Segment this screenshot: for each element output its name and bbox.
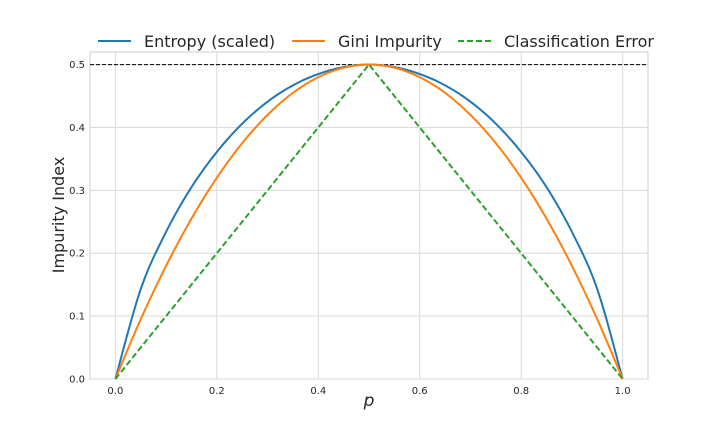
plot-area <box>89 51 649 380</box>
y-tick-label: 0.1 <box>69 312 85 323</box>
x-tick-label: 0.0 <box>107 386 123 397</box>
grid-lines <box>90 52 648 380</box>
x-tick-label: 0.8 <box>513 386 529 397</box>
x-tick-label: 0.6 <box>412 386 428 397</box>
x-tick-label: 0.4 <box>310 386 326 397</box>
x-tick-label: 1.0 <box>615 386 631 397</box>
legend-label-2: Classification Error <box>504 32 654 51</box>
y-axis-title: Impurity Index <box>49 157 68 274</box>
x-axis-title: p <box>363 391 375 411</box>
y-tick-label: 0.4 <box>69 123 85 134</box>
y-tick-label: 0.0 <box>69 375 85 386</box>
legend-label-1: Gini Impurity <box>338 32 442 51</box>
y-tick-label: 0.3 <box>69 186 85 197</box>
series-line-1 <box>114 63 624 380</box>
x-tick-label: 0.2 <box>209 386 225 397</box>
legend: Entropy (scaled) Gini Impurity Classificat… <box>98 32 654 51</box>
legend-label-0: Entropy (scaled) <box>144 32 275 51</box>
y-tick-label: 0.5 <box>69 60 85 71</box>
y-tick-labels: 0.0 0.1 0.2 0.3 0.4 0.5 <box>69 60 85 385</box>
y-tick-label: 0.2 <box>69 249 85 260</box>
series-group <box>114 63 624 380</box>
x-tick-labels: 0.0 0.2 0.4 0.6 0.8 1.0 <box>107 386 630 397</box>
